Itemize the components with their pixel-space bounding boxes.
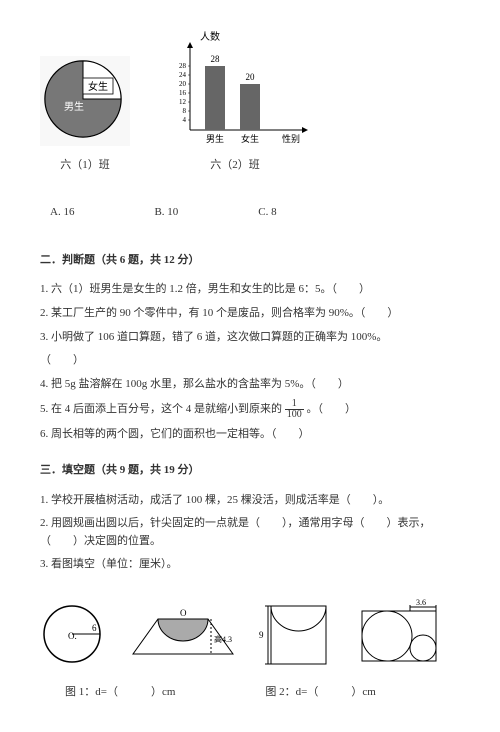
s3-q2: 2. 用圆规画出圆以后，针尖固定的一点就是（ ），通常用字母（ ）表示，（ ）决…: [40, 515, 460, 550]
pie-girl-label: 女生: [88, 80, 108, 93]
svg-text:24: 24: [179, 71, 187, 79]
bar-block: 人数 48 1216 2024 28 28 20 男生 女生: [160, 30, 310, 174]
opt-c: C. 8: [258, 204, 276, 222]
svg-text:6: 6: [92, 623, 97, 633]
bar-girl: [240, 84, 260, 130]
bar-ytitle: 人数: [200, 30, 220, 43]
svg-text:4: 4: [183, 116, 187, 124]
svg-text:20: 20: [246, 72, 256, 82]
svg-text:9: 9: [259, 630, 264, 640]
bar-caption: 六（2）班: [160, 157, 310, 175]
figure-3: 9: [256, 594, 336, 674]
s2-q4: 4. 把 5g 盐溶解在 100g 水里，那么盐水的含盐率为 5%。（ ）: [40, 376, 460, 394]
s2-q3a: 3. 小明做了 106 道口算题，错了 6 道，这次做口算题的正确率为 100%…: [40, 329, 460, 347]
s2-q6: 6. 周长相等的两个圆，它们的面积也一定相等。（ ）: [40, 426, 460, 444]
s2-q2: 2. 某工厂生产的 90 个零件中，有 10 个是废品，则合格率为 90%。（ …: [40, 305, 460, 323]
fraction-icon: 1100: [285, 399, 304, 420]
opt-a: A. 16: [50, 204, 74, 222]
svg-text:男生: 男生: [206, 133, 224, 144]
pie-chart: 女生 男生: [40, 56, 130, 146]
svg-text:O.: O.: [68, 631, 77, 641]
s2-q3b: （ ）: [40, 352, 460, 370]
svg-text:高4.3: 高4.3: [214, 634, 232, 644]
s3-q3: 3. 看图填空（单位：厘米）。: [40, 556, 460, 574]
opt-b: B. 10: [154, 204, 178, 222]
svg-text:16: 16: [179, 89, 187, 97]
s2-q5b: 。（ ）: [307, 403, 357, 415]
figure-1: O. 6: [40, 599, 110, 669]
pie-caption: 六（1）班: [40, 157, 130, 175]
bar-boy: [205, 66, 225, 130]
s2-q1: 1. 六（1）班男生是女生的 1.2 倍，男生和女生的比是 6：5。（ ）: [40, 281, 460, 299]
svg-text:8: 8: [183, 107, 187, 115]
figure-4: 3.6: [354, 599, 444, 669]
answer-options: A. 16 B. 10 C. 8: [50, 204, 460, 222]
svg-text:O: O: [180, 608, 187, 618]
section3-header: 三．填空题（共 9 题，共 19 分）: [40, 462, 460, 480]
s2-q5: 5. 在 4 后面添上百分号，这个 4 是就缩小到原来的 1100 。（ ）: [40, 399, 460, 420]
svg-text:女生: 女生: [241, 133, 259, 144]
bar-xtitle: 性别: [282, 133, 300, 144]
figures-row: O. 6 O 高4.3 9 3.6: [40, 594, 460, 674]
svg-text:20: 20: [179, 80, 187, 88]
section2-header: 二．判断题（共 6 题，共 12 分）: [40, 252, 460, 270]
top-charts: 女生 男生 六（1）班 人数 48 1216 2024 28: [40, 30, 460, 174]
pie-block: 女生 男生 六（1）班: [40, 56, 130, 174]
bar-chart: 人数 48 1216 2024 28 28 20 男生 女生: [160, 30, 310, 150]
svg-text:28: 28: [179, 62, 187, 70]
svg-text:12: 12: [179, 98, 187, 106]
fig2-label: 图 2：d=（ ）cm: [265, 684, 375, 702]
s3-q1: 1. 学校开展植树活动，成活了 100 棵，25 棵没活，则成活率是（ ）。: [40, 492, 460, 510]
pie-boy-label: 男生: [64, 100, 84, 113]
svg-text:3.6: 3.6: [416, 599, 426, 607]
svg-text:28: 28: [211, 54, 221, 64]
figure-labels: 图 1：d=（ ）cm 图 2：d=（ ）cm: [65, 684, 460, 702]
figure-2: O 高4.3: [128, 604, 238, 664]
fig1-label: 图 1：d=（ ）cm: [65, 684, 175, 702]
s2-q5a: 5. 在 4 后面添上百分号，这个 4 是就缩小到原来的: [40, 403, 282, 415]
